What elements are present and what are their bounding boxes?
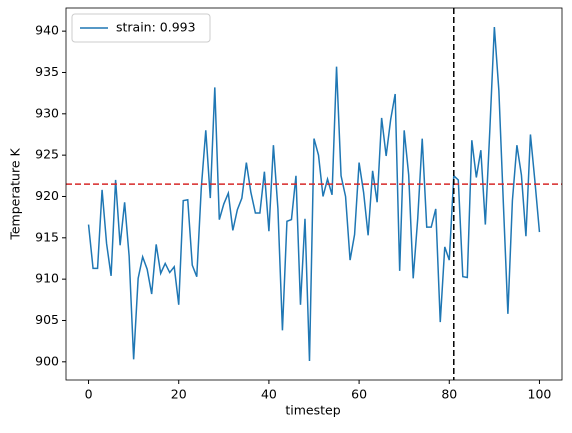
x-tick-label: 20 bbox=[171, 387, 187, 402]
x-tick-label: 60 bbox=[351, 387, 367, 402]
y-tick-label: 940 bbox=[35, 23, 59, 38]
y-tick-label: 925 bbox=[35, 147, 59, 162]
plot-frame bbox=[65, 7, 563, 381]
data-line bbox=[87, 26, 541, 362]
x-axis-label: timestep bbox=[285, 403, 340, 418]
y-tick-label: 920 bbox=[35, 188, 59, 203]
y-tick-label: 910 bbox=[35, 271, 59, 286]
y-tick-label: 900 bbox=[35, 353, 59, 368]
legend-label: strain: 0.993 bbox=[116, 20, 196, 35]
y-tick-label: 915 bbox=[35, 229, 59, 244]
y-tick-label: 935 bbox=[35, 64, 59, 79]
x-tick-label: 80 bbox=[441, 387, 457, 402]
x-tick-label: 100 bbox=[528, 387, 552, 402]
y-tick-label: 905 bbox=[35, 312, 59, 327]
x-tick-label: 40 bbox=[261, 387, 277, 402]
x-tick-label: 0 bbox=[85, 387, 93, 402]
y-tick-label: 930 bbox=[35, 105, 59, 120]
y-axis-label: Temperature K bbox=[8, 148, 23, 241]
legend-box bbox=[71, 13, 211, 43]
